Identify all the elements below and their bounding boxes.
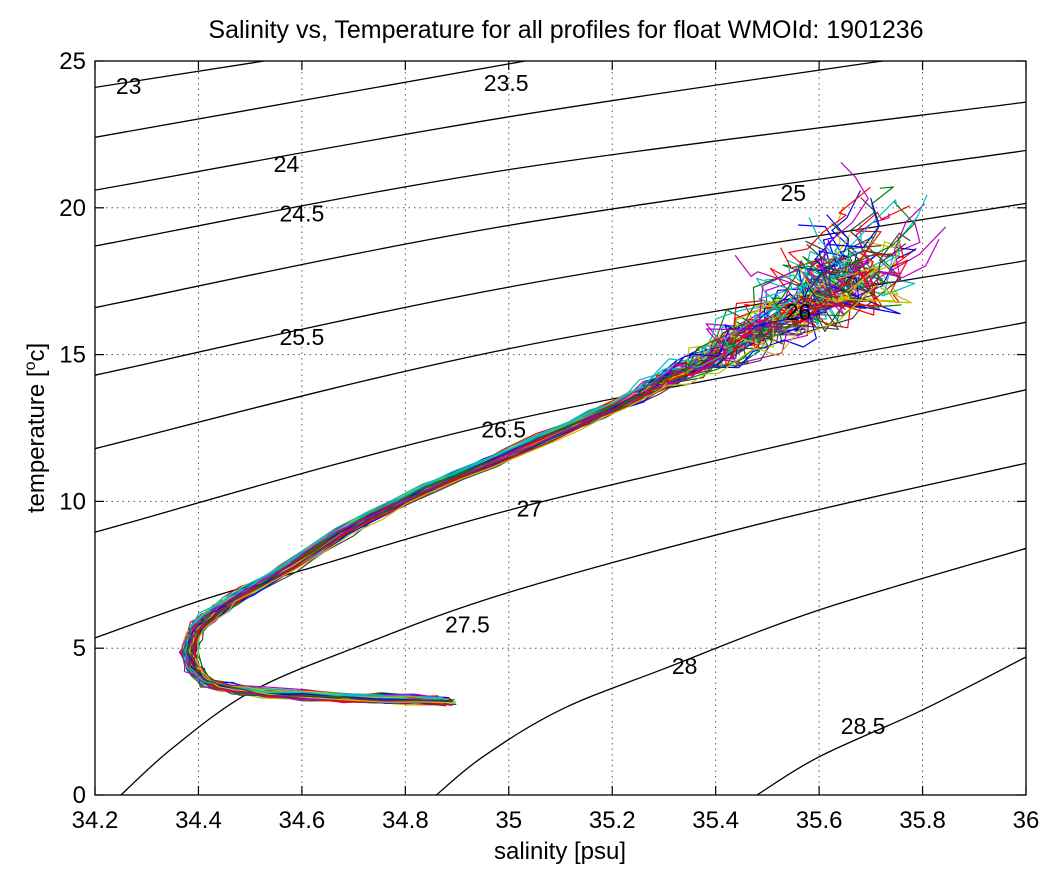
y-axis-label-sup: o [22, 361, 39, 370]
profile-line [187, 197, 902, 703]
x-tick-label: 34.4 [175, 807, 222, 834]
contour-label-25.5: 25.5 [280, 324, 325, 350]
profile-line [197, 223, 884, 703]
contour-label-28.5: 28.5 [841, 713, 886, 739]
density-contour-27.5 [120, 462, 1026, 795]
profile-line [182, 249, 855, 700]
axis-ticks: 34.2 34.4 34.6 34.8 35 35.2 35.4 35.6 35.8 36 0 5 10… [59, 48, 1039, 834]
y-tick-label: 15 [59, 342, 86, 369]
profile-line [192, 247, 881, 701]
contour-label-27: 27 [517, 496, 543, 522]
y-tick-label: 20 [59, 195, 86, 222]
y-axis-label-end: c] [23, 343, 50, 362]
contour-label-24: 24 [274, 151, 300, 177]
y-axis-label: temperature [oc] [22, 343, 50, 513]
x-axis-label: salinity [psu] [494, 838, 626, 865]
profile-line [186, 245, 882, 707]
density-contours [95, 61, 1026, 795]
profile-line [178, 254, 830, 704]
plot-frame [94, 60, 1027, 796]
density-contour-27 [95, 389, 1026, 639]
density-contour-25.5 [95, 202, 1026, 376]
contour-label-23: 23 [116, 73, 142, 99]
x-tick-label: 34.2 [72, 807, 119, 834]
x-tick-label: 34.8 [382, 807, 429, 834]
x-tick-label: 35.8 [899, 807, 946, 834]
y-tick-label: 5 [73, 635, 86, 662]
contour-label-26.5: 26.5 [481, 416, 526, 442]
density-contour-23.5 [95, 61, 530, 138]
chart-title: Salinity vs, Temperature for all profile… [208, 16, 923, 44]
density-contour-28.5 [756, 656, 1026, 795]
contour-label-23.5: 23.5 [484, 70, 529, 96]
x-tick-label: 36 [1013, 807, 1040, 834]
density-contour-26 [95, 259, 1026, 450]
profile-line [183, 234, 851, 699]
profile-line [190, 224, 860, 699]
density-contour-25 [95, 149, 1026, 309]
contour-label-28: 28 [672, 653, 698, 679]
grid [95, 61, 1026, 795]
y-tick-label: 25 [59, 48, 86, 75]
contour-label-25: 25 [780, 180, 806, 206]
x-tick-label: 35.6 [796, 807, 843, 834]
x-tick-label: 34.6 [279, 807, 326, 834]
contour-label-27.5: 27.5 [445, 612, 490, 638]
y-axis-label-main: temperature [ [23, 370, 50, 513]
profile-line [186, 243, 841, 702]
contour-labels: 23 23.5 24 24.5 25 25.5 26 26.5 27 27.5 28 28.5 [116, 70, 886, 739]
y-tick-label: 10 [59, 488, 86, 515]
profile-line [182, 265, 902, 704]
profiles [178, 161, 947, 707]
profile-line [188, 224, 863, 704]
contour-label-26: 26 [786, 299, 812, 325]
x-tick-label: 35.4 [692, 807, 739, 834]
profile-line [191, 271, 882, 706]
profile-line [183, 199, 898, 699]
density-contour-23 [95, 61, 269, 89]
profile-line [196, 268, 913, 704]
density-contour-24.5 [95, 101, 1026, 247]
x-tick-label: 35.2 [589, 807, 636, 834]
profile-line [184, 217, 845, 700]
density-contour-26.5 [95, 321, 1026, 533]
profile-line [184, 214, 849, 704]
density-contour-28 [435, 547, 1026, 795]
contour-label-24.5: 24.5 [280, 201, 325, 227]
y-tick-label: 0 [73, 782, 86, 809]
density-contour-24 [95, 61, 887, 191]
x-tick-label: 35 [495, 807, 522, 834]
